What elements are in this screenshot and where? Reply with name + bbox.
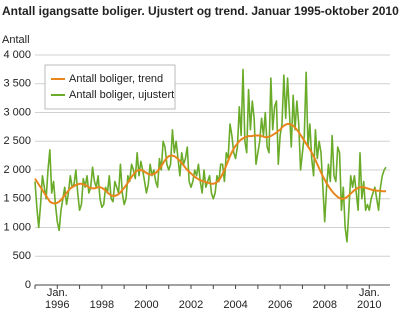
x-tick-label: 2002: [179, 299, 203, 311]
x-tick-label: 2008: [312, 299, 336, 311]
x-tick-label: 1998: [90, 299, 114, 311]
legend-box: [44, 64, 176, 110]
chart-title: Antall igangsatte boliger. Ujustert og t…: [2, 4, 399, 18]
x-tick-label: 2000: [134, 299, 158, 311]
y-tick-label: 3 500: [3, 78, 31, 90]
y-axis-label: Antall: [2, 34, 30, 46]
x-tick-label: Jan. 1996: [45, 287, 69, 311]
y-tick-label: 500: [13, 250, 31, 262]
x-tick-label: Jan. 2010: [357, 287, 381, 311]
y-tick-label: 0: [25, 279, 31, 291]
x-tick-label: 2006: [268, 299, 292, 311]
y-tick-label: 2 500: [3, 135, 31, 147]
legend-label: Antall boliger, trend: [69, 73, 163, 85]
y-tick-label: 4 000: [3, 49, 31, 61]
y-tick-label: 2 000: [3, 164, 31, 176]
legend-label: Antall boliger, ujustert: [69, 89, 174, 101]
y-tick-label: 1 500: [3, 193, 31, 205]
y-tick-label: 1 000: [3, 221, 31, 233]
series-line: [34, 123, 386, 205]
x-tick-label: 2004: [223, 299, 247, 311]
y-tick-label: 3 000: [3, 106, 31, 118]
